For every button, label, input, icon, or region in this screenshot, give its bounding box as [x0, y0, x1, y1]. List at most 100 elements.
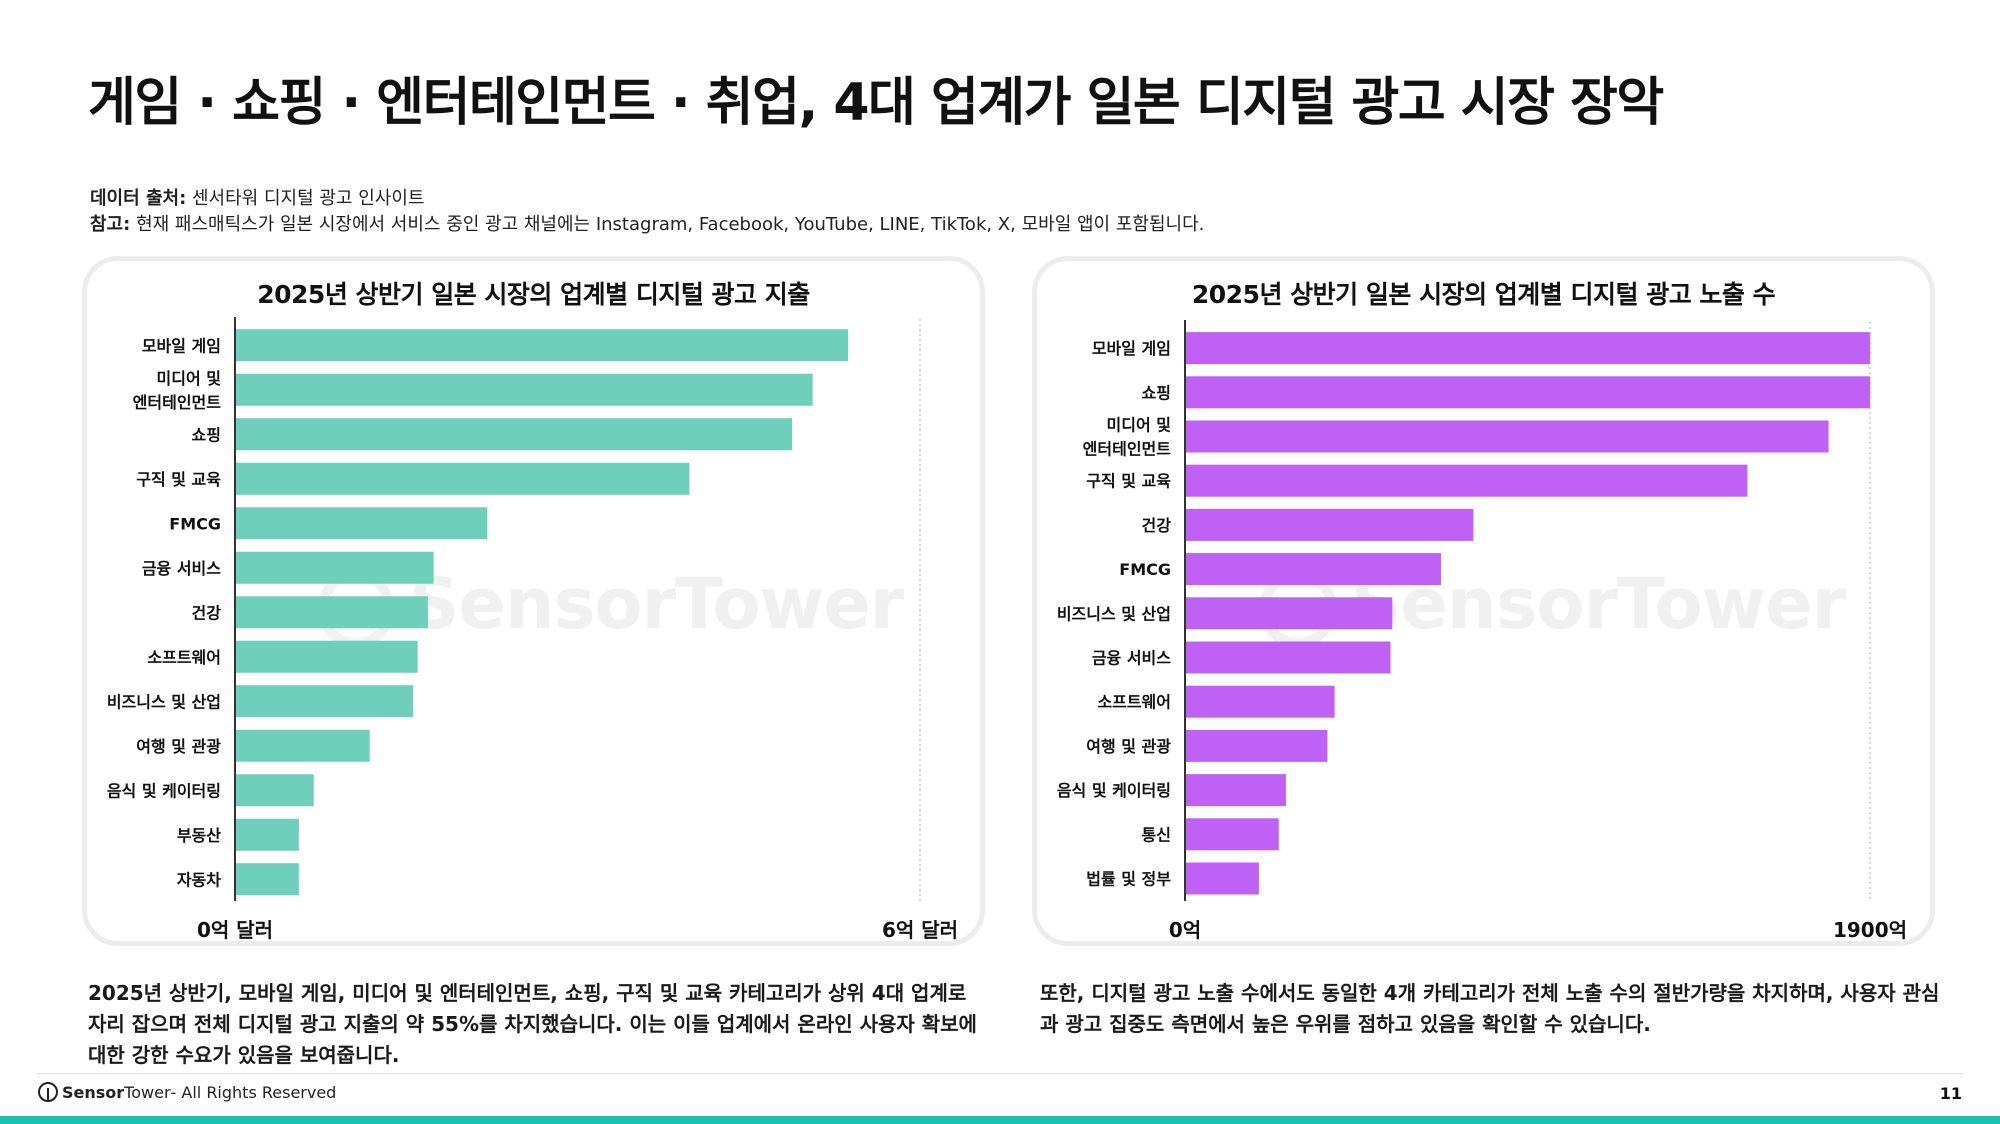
watermark-text: SensorTower — [409, 563, 904, 645]
footer: Sensor Tower - All Rights Reserved — [38, 1082, 336, 1102]
category-label-line: FMCG — [169, 514, 221, 533]
x-tick-label-max: 1900억 — [1833, 918, 1907, 941]
spend-description: 2025년 상반기, 모바일 게임, 미디어 및 엔터테인먼트, 쇼핑, 구직 … — [88, 981, 977, 1067]
source-text: 센서타워 디지털 광고 인사이트 — [192, 188, 425, 209]
category-label-line: 미디어 및 — [1107, 416, 1171, 435]
category-label-line: 엔터테인먼트 — [133, 393, 222, 412]
category-label: 모바일 게임 — [142, 336, 221, 355]
bar — [235, 418, 793, 451]
category-label: 구직 및 교육 — [1086, 472, 1171, 491]
category-label-line: 모바일 게임 — [142, 336, 221, 355]
category-label-line: 통신 — [1142, 825, 1171, 844]
note-line: 참고: 현재 패스매틱스가 일본 시장에서 서비스 중인 광고 채널에는 Ins… — [90, 212, 1204, 238]
category-label: 소프트웨어 — [1097, 693, 1171, 712]
bottom-accent-bar — [0, 1116, 2000, 1124]
bar — [235, 551, 434, 584]
category-label: 법률 및 정부 — [1086, 870, 1171, 889]
category-label: 통신 — [1142, 825, 1171, 844]
note-text: 현재 패스매틱스가 일본 시장에서 서비스 중인 광고 채널에는 Instagr… — [136, 214, 1205, 235]
category-label: FMCG — [169, 514, 221, 533]
category-label-line: 소프트웨어 — [1097, 693, 1171, 712]
brand-tower: Tower — [124, 1082, 171, 1102]
category-label: 여행 및 관광 — [1086, 737, 1171, 756]
bar — [235, 729, 370, 762]
category-label: 쇼핑 — [1142, 383, 1171, 402]
category-label: 금융 서비스 — [1092, 649, 1171, 668]
bar — [1185, 729, 1328, 762]
bar — [235, 640, 418, 673]
category-label-line: 음식 및 케이터링 — [107, 781, 221, 800]
category-label-line: 건강 — [1142, 516, 1172, 535]
note-label: 참고: — [90, 214, 131, 235]
impressions-chart-panel: SensorTower 2025년 상반기 일본 시장의 업계별 디지털 광고 … — [1032, 256, 1935, 946]
category-label-line: 비즈니스 및 산업 — [1057, 604, 1171, 623]
rights-text: - All Rights Reserved — [170, 1082, 337, 1102]
bar — [235, 507, 488, 540]
category-label-line: 여행 및 관광 — [1086, 737, 1171, 756]
brand-sensor: Sensor — [62, 1082, 125, 1102]
category-label-line: 구직 및 교육 — [136, 470, 221, 489]
spend-chart-title: 2025년 상반기 일본 시장의 업계별 디지털 광고 지출 — [257, 280, 810, 309]
category-label-line: FMCG — [1119, 560, 1171, 579]
bar — [235, 373, 813, 406]
category-label: 비즈니스 및 산업 — [107, 692, 221, 711]
category-label: 여행 및 관광 — [136, 737, 221, 756]
category-label: 쇼핑 — [192, 425, 221, 444]
category-label: 구직 및 교육 — [136, 470, 221, 489]
category-label-line: 금융 서비스 — [1092, 649, 1171, 668]
category-label-line: 건강 — [192, 603, 222, 622]
impressions-description: 또한, 디지털 광고 노출 수에서도 동일한 4개 카테고리가 전체 노출 수의… — [1040, 981, 1940, 1036]
bar — [1185, 597, 1393, 630]
category-label: 비즈니스 및 산업 — [1057, 604, 1171, 623]
bar — [1185, 332, 1870, 365]
x-tick-label-min: 0억 달러 — [197, 918, 273, 941]
bar — [1185, 508, 1474, 541]
impressions-chart-title: 2025년 상반기 일본 시장의 업계별 디지털 광고 노출 수 — [1191, 280, 1776, 309]
bar — [235, 462, 690, 495]
bar — [235, 685, 414, 718]
category-label-line: 자동차 — [177, 870, 221, 889]
bar — [1185, 685, 1335, 718]
category-label-line: 쇼핑 — [192, 425, 221, 444]
x-tick-label-min: 0억 — [1169, 918, 1201, 941]
category-label-line: 모바일 게임 — [1092, 339, 1171, 358]
bar — [1185, 818, 1279, 851]
category-label-line: 소프트웨어 — [147, 648, 221, 667]
category-label: 부동산 — [177, 826, 221, 845]
category-label-line: 쇼핑 — [1142, 383, 1171, 402]
category-label: 금융 서비스 — [142, 559, 221, 578]
bar — [1185, 420, 1829, 453]
category-label-line: 금융 서비스 — [142, 559, 221, 578]
category-label-line: 법률 및 정부 — [1086, 870, 1171, 889]
category-label: FMCG — [1119, 560, 1171, 579]
category-label-line: 엔터테인먼트 — [1083, 440, 1172, 459]
bar — [235, 329, 849, 362]
category-label-line: 여행 및 관광 — [136, 737, 221, 756]
category-label-line: 미디어 및 — [157, 369, 221, 388]
category-label: 건강 — [1142, 516, 1172, 535]
page-title: 게임 · 쇼핑 · 엔터테인먼트 · 취업, 4대 업계가 일본 디지털 광고 … — [88, 73, 1664, 133]
bar — [1185, 862, 1259, 895]
sensortower-logo-icon — [38, 1082, 58, 1102]
source-line: 데이터 출처: 센서타워 디지털 광고 인사이트 — [90, 186, 1204, 212]
source-label: 데이터 출처: — [90, 188, 187, 209]
category-label: 음식 및 케이터링 — [1057, 781, 1171, 800]
source-notes: 데이터 출처: 센서타워 디지털 광고 인사이트 참고: 현재 패스매틱스가 일… — [90, 186, 1204, 238]
spend-chart-panel: SensorTower 2025년 상반기 일본 시장의 업계별 디지털 광고 … — [82, 256, 985, 946]
bar — [235, 596, 428, 629]
category-label-line: 비즈니스 및 산업 — [107, 692, 221, 711]
category-label: 소프트웨어 — [147, 648, 221, 667]
category-label-line: 구직 및 교육 — [1086, 472, 1171, 491]
footer-divider — [36, 1073, 1964, 1074]
bar — [1185, 774, 1286, 807]
bar — [1185, 641, 1391, 674]
bar — [1185, 376, 1870, 409]
bar — [235, 774, 314, 807]
category-label-line: 부동산 — [177, 826, 221, 845]
category-label: 자동차 — [177, 870, 221, 889]
category-label: 음식 및 케이터링 — [107, 781, 221, 800]
